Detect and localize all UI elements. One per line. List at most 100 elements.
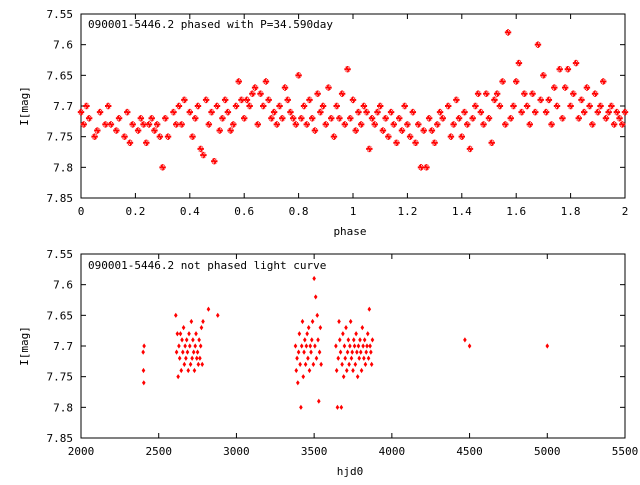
unphased-data-point (318, 325, 323, 331)
phased-data-point (586, 102, 593, 110)
phased-data-point (309, 115, 316, 122)
phased-data-point (499, 78, 506, 85)
phased-data-point (338, 90, 346, 97)
phased-data-point (300, 102, 308, 110)
unphased-data-point (355, 374, 360, 380)
unphased-data-point (188, 361, 193, 367)
phased-data-point (319, 102, 327, 110)
phased-data-point (493, 90, 501, 97)
phased-x-tick-label: 0.2 (125, 205, 145, 218)
unphased-data-point (296, 380, 300, 386)
unphased-data-point (334, 343, 338, 349)
unphased-data-point (344, 325, 348, 331)
unphased-data-point (351, 367, 355, 374)
phased-data-point (551, 84, 558, 91)
phased-y-tick-label: 7.75 (47, 131, 74, 144)
phased-data-point (602, 115, 610, 122)
unphased-y-tick-label: 7.65 (47, 309, 74, 322)
phased-data-point (458, 133, 465, 140)
phased-data-point (298, 115, 305, 122)
unphased-data-point (312, 275, 316, 282)
unphased-data-point (316, 337, 320, 343)
phased-y-tick-label: 7.65 (47, 69, 74, 82)
unphased-data-point (178, 331, 183, 337)
unphased-data-point (334, 367, 339, 374)
unphased-x-tick-label: 4500 (456, 445, 483, 458)
unphased-data-point (361, 343, 365, 349)
unphased-data-point (177, 355, 182, 361)
unphased-data-point (306, 355, 310, 361)
phased-data-point (273, 121, 281, 128)
unphased-data-point (175, 331, 180, 337)
phased-x-tick-label: 1 (350, 205, 357, 218)
unphased-data-point (300, 318, 305, 325)
phased-data-point (545, 96, 553, 104)
phased-data-point (409, 108, 417, 116)
unphased-y-tick-label: 7.85 (47, 432, 74, 445)
phased-data-point (328, 115, 335, 122)
unphased-data-point (319, 361, 323, 367)
phased-data-point (537, 96, 544, 104)
phased-plot: 090001-5446.2 phased with P=34.590day ph… (18, 8, 628, 238)
phased-data-point (406, 133, 414, 140)
unphased-data-point (187, 331, 191, 337)
phased-data-point (445, 102, 452, 110)
unphased-data-point (357, 355, 362, 361)
phased-x-tick-label: 0.8 (289, 205, 309, 218)
phased-data-point (513, 78, 520, 85)
phased-data-point (542, 108, 550, 116)
unphased-data-point (215, 312, 220, 318)
phased-data-point (254, 121, 261, 128)
unphased-data-point (199, 325, 204, 331)
phased-plot-points (77, 29, 629, 171)
phased-data-point (415, 121, 422, 128)
phased-data-point (107, 121, 115, 128)
phased-data-point (181, 96, 188, 104)
phased-data-point (330, 133, 338, 140)
unphased-data-point (189, 318, 194, 325)
unphased-plot-ticks: 2000 2500 3000 3500 4000 4500 5000 5500 7.55 7.6 7… (47, 248, 639, 458)
phased-data-point (488, 139, 495, 146)
phased-data-point (121, 133, 128, 140)
unphased-data-point (362, 355, 366, 361)
phased-data-point (548, 121, 555, 128)
phased-plot-title: 090001-5446.2 phased with P=34.590day (88, 18, 333, 31)
phased-y-tick-label: 7.8 (53, 161, 73, 174)
unphased-data-point (313, 294, 318, 300)
phased-data-point (398, 127, 406, 134)
unphased-x-tick-label: 5500 (612, 445, 639, 458)
unphased-data-point (299, 343, 304, 349)
unphased-data-point (310, 318, 315, 325)
phased-data-point (279, 115, 286, 122)
phased-y-tick-label: 7.7 (53, 100, 73, 113)
unphased-y-tick-label: 7.55 (47, 248, 74, 261)
phased-data-point (485, 115, 493, 122)
unphased-data-point (317, 349, 322, 355)
unphased-data-point (179, 367, 184, 374)
unphased-data-point (337, 337, 342, 343)
phased-data-point (243, 96, 251, 104)
unphased-data-point (311, 361, 316, 367)
unphased-data-point (192, 367, 197, 374)
phased-data-point (192, 115, 199, 122)
phased-data-point (265, 96, 272, 104)
unphased-data-point (194, 355, 199, 361)
unphased-data-point (180, 337, 184, 343)
phased-data-point (105, 102, 112, 110)
phased-data-point (96, 108, 104, 116)
phased-data-point (170, 108, 177, 116)
phased-data-point (366, 145, 373, 153)
phased-data-point (186, 108, 193, 116)
unphased-data-point (351, 337, 356, 343)
phased-data-point (276, 102, 283, 110)
unphased-data-point (297, 331, 302, 337)
phased-data-point (396, 115, 403, 122)
unphased-data-point (141, 367, 146, 374)
phased-plot-xlabel: phase (333, 225, 366, 238)
unphased-data-point (336, 355, 341, 361)
unphased-data-point (197, 337, 201, 343)
unphased-data-point (177, 343, 181, 349)
unphased-plot-xlabel: hjd0 (337, 465, 364, 478)
phased-data-point (447, 133, 455, 140)
phased-x-tick-label: 0.6 (234, 205, 254, 218)
